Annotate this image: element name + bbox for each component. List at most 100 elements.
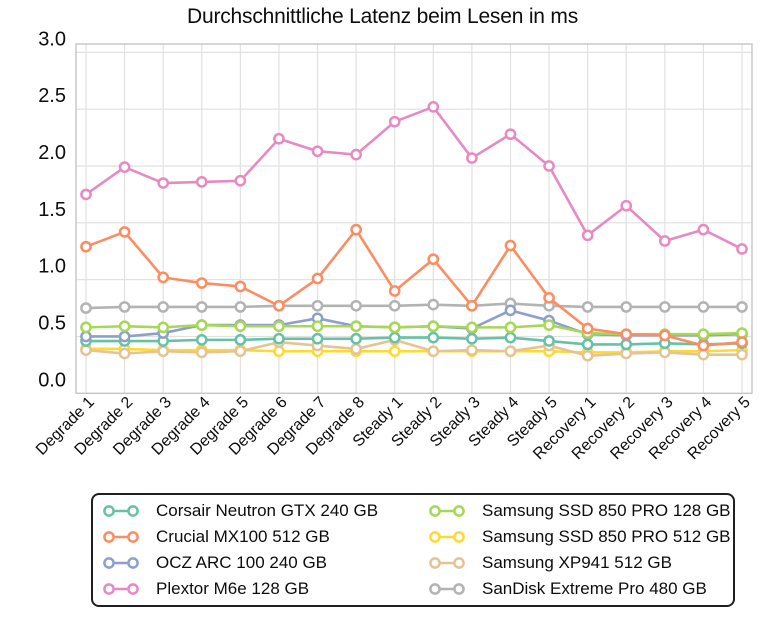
data-point-marker bbox=[80, 330, 92, 343]
data-point-marker bbox=[581, 338, 594, 351]
data-point-marker bbox=[311, 145, 324, 158]
data-point-marker bbox=[273, 345, 285, 358]
data-point-marker bbox=[504, 128, 517, 141]
data-point-marker bbox=[581, 229, 594, 242]
data-point-marker bbox=[118, 347, 131, 360]
legend-marker-icon bbox=[429, 583, 465, 595]
data-point-marker bbox=[697, 328, 710, 341]
data-point-marker bbox=[273, 132, 285, 145]
data-point-marker bbox=[350, 320, 362, 333]
data-point-marker bbox=[388, 331, 401, 344]
y-tick-label: 1.0 bbox=[38, 256, 66, 278]
legend-entry-plextor-m6e-128-gb: Plextor M6e 128 GB bbox=[101, 576, 427, 602]
data-point-marker bbox=[273, 320, 285, 333]
data-point-marker bbox=[697, 223, 710, 236]
legend-entry-ocz-arc-100-240-gb: OCZ ARC 100 240 GB bbox=[101, 550, 427, 576]
data-point-marker bbox=[736, 327, 748, 339]
data-point-marker bbox=[195, 277, 208, 289]
plot-frame bbox=[75, 43, 753, 394]
data-point-marker bbox=[466, 332, 478, 345]
series-line bbox=[86, 309, 743, 338]
data-point-marker bbox=[234, 345, 247, 358]
data-point-marker bbox=[581, 322, 594, 335]
y-tick-label: 0.5 bbox=[38, 312, 66, 334]
data-point-marker bbox=[620, 347, 633, 360]
data-point-marker bbox=[504, 304, 517, 317]
data-point-marker bbox=[311, 332, 324, 345]
data-point-marker bbox=[736, 243, 748, 255]
data-point-marker bbox=[466, 299, 478, 312]
data-point-marker bbox=[466, 321, 478, 334]
data-point-marker bbox=[504, 345, 517, 358]
chart-title: Durchschnittliche Latenz beim Lesen in m… bbox=[187, 5, 578, 28]
data-point-marker bbox=[466, 152, 478, 164]
legend-marker-icon bbox=[103, 557, 139, 569]
data-point-marker bbox=[658, 235, 671, 247]
data-point-marker bbox=[118, 320, 131, 333]
data-point-marker bbox=[157, 271, 170, 284]
data-point-marker bbox=[118, 161, 131, 173]
data-point-marker bbox=[80, 302, 92, 314]
data-point-marker bbox=[658, 329, 671, 342]
data-point-marker bbox=[350, 343, 362, 355]
data-point-marker bbox=[581, 301, 594, 313]
data-point-marker bbox=[350, 223, 362, 236]
data-point-marker bbox=[388, 321, 401, 334]
horizontal-gridlines bbox=[76, 51, 752, 338]
y-tick-label: 2.0 bbox=[38, 142, 66, 164]
series-line bbox=[85, 302, 742, 310]
data-point-marker bbox=[388, 345, 401, 358]
legend-marker-icon bbox=[103, 505, 139, 517]
legend-entry-sandisk-extreme-pro-480-gb: SanDisk Extreme Pro 480 GB bbox=[427, 576, 733, 602]
data-point-marker bbox=[697, 301, 710, 313]
data-point-marker bbox=[350, 332, 362, 345]
series-crucial-mx100-512-gb bbox=[80, 223, 748, 352]
data-point-marker bbox=[234, 334, 247, 346]
data-point-marker bbox=[157, 321, 170, 334]
data-point-marker bbox=[736, 348, 748, 361]
data-point-marker bbox=[697, 348, 710, 361]
data-point-marker bbox=[195, 319, 208, 331]
legend-column-2: Samsung SSD 850 PRO 128 GB Samsung SSD 85… bbox=[427, 495, 733, 605]
y-tick-label: 2.5 bbox=[38, 85, 66, 107]
data-point-marker bbox=[118, 301, 131, 313]
data-point-marker bbox=[620, 328, 633, 341]
data-point-marker bbox=[195, 176, 208, 188]
y-tick-label: 1.5 bbox=[38, 199, 66, 221]
legend-entry-samsung-xp941-512-gb: Samsung XP941 512 GB bbox=[427, 550, 733, 576]
data-point-marker bbox=[157, 177, 170, 189]
data-point-marker bbox=[80, 321, 92, 334]
legend-label: Samsung SSD 850 PRO 512 GB bbox=[482, 527, 731, 546]
data-point-marker bbox=[504, 321, 517, 334]
data-point-marker bbox=[80, 344, 92, 356]
legend-label: Corsair Neutron GTX 240 GB bbox=[156, 501, 379, 520]
data-point-marker bbox=[234, 320, 247, 333]
legend-entry-samsung-ssd-850-pro-512-gb: Samsung SSD 850 PRO 512 GB bbox=[427, 524, 733, 550]
data-point-marker bbox=[273, 299, 285, 312]
data-point-marker bbox=[388, 299, 401, 312]
data-point-marker bbox=[427, 345, 440, 358]
data-point-marker bbox=[543, 319, 555, 331]
series-plextor-m6e-128-gb bbox=[80, 101, 748, 255]
data-point-marker bbox=[427, 320, 440, 333]
data-point-marker bbox=[620, 301, 633, 313]
legend-label: Samsung SSD 850 PRO 128 GB bbox=[482, 501, 731, 520]
data-point-marker bbox=[658, 301, 671, 313]
y-tick-label: 0.0 bbox=[38, 369, 66, 391]
legend-column-1: Corsair Neutron GTX 240 GB Crucial MX100 … bbox=[93, 495, 427, 605]
y-tick-label: 3.0 bbox=[38, 28, 66, 50]
legend-marker-icon bbox=[429, 505, 465, 517]
data-point-marker bbox=[80, 240, 92, 253]
data-point-marker bbox=[427, 331, 440, 344]
legend-label: SanDisk Extreme Pro 480 GB bbox=[482, 579, 707, 598]
data-point-marker bbox=[350, 148, 362, 161]
legend-label: OCZ ARC 100 240 GB bbox=[156, 553, 328, 572]
legend-marker-icon bbox=[429, 557, 465, 569]
data-point-marker bbox=[697, 339, 710, 352]
data-point-marker bbox=[427, 101, 440, 113]
legend-marker-icon bbox=[103, 583, 139, 595]
legend-label: Plextor M6e 128 GB bbox=[156, 579, 310, 598]
